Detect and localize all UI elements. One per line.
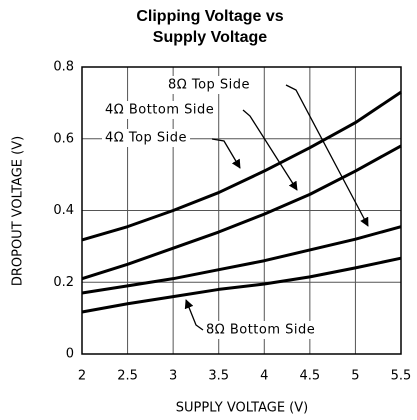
x-tick-label: 3 bbox=[169, 369, 177, 384]
leader-arrow bbox=[184, 299, 204, 331]
label-bg bbox=[102, 129, 191, 147]
label-bg bbox=[102, 101, 218, 119]
series-label: 4Ω Bottom Side bbox=[105, 103, 214, 118]
y-tick-label: 0.6 bbox=[53, 131, 74, 146]
series-label: 8Ω Bottom Side bbox=[206, 323, 315, 338]
x-tick-label: 3.5 bbox=[208, 369, 229, 384]
series-line bbox=[81, 225, 402, 295]
x-tick-label: 2 bbox=[78, 369, 86, 384]
leader-arrow bbox=[285, 84, 369, 227]
x-tick-label: 4.5 bbox=[300, 369, 321, 384]
x-tick-label: 5 bbox=[351, 369, 359, 384]
series-label: 4Ω Top Side bbox=[105, 131, 187, 146]
x-axis-label: SUPPLY VOLTAGE (V) bbox=[176, 401, 308, 416]
x-tick-label: 5.5 bbox=[391, 369, 412, 384]
y-axis-label: DROPOUT VOLTAGE (V) bbox=[11, 136, 26, 286]
plot-frame bbox=[81, 66, 402, 355]
series-label: 8Ω Top Side bbox=[168, 78, 250, 93]
series-line bbox=[81, 90, 402, 242]
label-bg bbox=[165, 76, 254, 94]
chart-title: Supply Voltage bbox=[153, 29, 267, 46]
series-line bbox=[81, 256, 402, 314]
x-tick-label: 4 bbox=[260, 369, 268, 384]
leader-arrow bbox=[242, 109, 298, 191]
y-tick-label: 0.4 bbox=[53, 203, 74, 218]
leader-arrow bbox=[211, 138, 241, 169]
y-tick-label: 0.2 bbox=[53, 275, 74, 290]
series-line bbox=[81, 144, 402, 281]
label-bg bbox=[203, 321, 319, 339]
chart-title: Clipping Voltage vs bbox=[136, 8, 283, 25]
y-tick-label: 0 bbox=[66, 347, 74, 362]
x-tick-label: 2.5 bbox=[117, 369, 138, 384]
y-tick-label: 0.8 bbox=[53, 60, 74, 75]
